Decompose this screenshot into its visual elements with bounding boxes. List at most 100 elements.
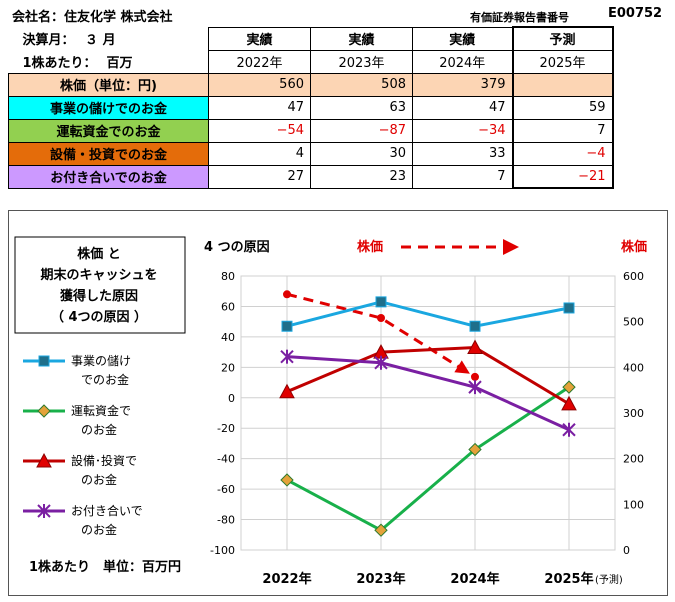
right-axis-title: 株価 xyxy=(621,239,647,255)
series-line-3 xyxy=(286,346,570,406)
cash-flow-chart: 806040200-20-40-60-80-100600500400300200… xyxy=(14,236,647,587)
right-axis-tick-label: 400 xyxy=(623,361,644,374)
column-kind-2: 実績 xyxy=(310,26,413,51)
table-cell: 27 xyxy=(208,164,311,189)
series-1-point xyxy=(281,320,293,332)
series-line-4 xyxy=(286,355,570,432)
left-axis-tick-label: 0 xyxy=(228,392,235,405)
legend-swatch-marker xyxy=(38,355,50,367)
table-cell: 63 xyxy=(310,95,413,120)
table-cell: 47 xyxy=(208,95,311,120)
chart-panel: 80 60 40 20 0 -20 -40 -60 -80 -100 600 500 400 300 200… xyxy=(8,210,668,596)
per-share-label: 1株あたり： xyxy=(22,55,97,71)
plot-area xyxy=(240,275,616,551)
series-3-point xyxy=(467,339,483,355)
row-label: お付き合いでのお金 xyxy=(8,164,209,189)
row-label: 株価（単位：円) xyxy=(8,72,209,97)
legend-label: 運転資金で xyxy=(71,403,131,418)
company-name: 会社名：住友化学 株式会社 xyxy=(12,10,173,25)
stock-price-point xyxy=(377,314,385,323)
legend-label: 事業の儲け xyxy=(71,354,131,368)
chart-title-line: 期末のキャッシュを xyxy=(40,267,157,283)
legend-label: のお金 xyxy=(81,472,117,487)
table-cell: −34 xyxy=(412,118,513,143)
column-kind-3: 実績 xyxy=(412,26,513,51)
series-4-point xyxy=(280,349,294,364)
stock-legend-arrow-head xyxy=(503,239,519,255)
series-line-2 xyxy=(286,385,570,533)
table-cell: 47 xyxy=(412,95,513,120)
fiscal-month-label: 決算月： xyxy=(22,33,75,48)
stock-price-arrowhead xyxy=(454,360,470,374)
left-axis-tick-label: 60 xyxy=(221,300,235,313)
table-cell: −4 xyxy=(511,141,614,166)
right-axis-tick-label: 600 xyxy=(623,270,644,283)
legend-label: のお金 xyxy=(81,422,117,437)
right-axis-tick-label: 0 xyxy=(623,544,630,557)
table-row: お付き合いでのお金 27 23 7 −21 xyxy=(8,164,614,189)
table-cell: 7 xyxy=(511,118,614,143)
column-kind-4: 予測 xyxy=(511,26,614,51)
stock-price-line xyxy=(286,292,476,379)
series-1-point xyxy=(469,320,481,332)
financial-table: 決算月： ３ 月実績 実績 実績 予測 1株あたり： 百万 2022年 2023年 2024年 2… xyxy=(8,26,614,189)
unit-note: 1株あたり 単位：百万円 xyxy=(29,559,181,575)
legend-label: お付き合いで xyxy=(71,503,143,518)
table-row: 事業の儲けでのお金 47 63 47 59 xyxy=(8,95,614,120)
fiscal-month-value: ３ 月 xyxy=(80,33,116,48)
table-row: 設備・投資でのお金 4 30 33 −4 xyxy=(8,141,614,166)
series-3-point xyxy=(279,383,295,399)
left-axis-tick-label: -40 xyxy=(217,453,235,466)
per-share-unit: 1株あたり： 百万 xyxy=(9,50,209,73)
table-cell: 508 xyxy=(310,72,413,97)
table-cell: 7 xyxy=(412,164,513,189)
column-kind-1: 実績 xyxy=(208,26,311,51)
series-2-point xyxy=(562,380,576,394)
table-row: 運転資金でのお金 −54 −87 −34 7 xyxy=(8,118,614,143)
left-axis-tick-label: -80 xyxy=(217,514,235,527)
right-axis-tick-label: 300 xyxy=(623,407,644,420)
document-number-label: 有価証券報告書番号 xyxy=(470,11,569,24)
series-4-point xyxy=(374,355,388,370)
fiscal-month: 決算月： ３ 月 xyxy=(9,27,209,50)
legend-swatch-marker xyxy=(37,404,51,418)
per-share-unit-value: 百万 xyxy=(106,55,133,71)
series-line-1 xyxy=(286,300,570,328)
series-2-point xyxy=(280,473,294,487)
table-row: 株価（単位：円) 560 508 379 xyxy=(8,72,614,97)
table-cell: −54 xyxy=(208,118,311,143)
left-axis-tick-label: -20 xyxy=(217,422,235,435)
series-4-point xyxy=(468,380,482,395)
left-axis-tick-label: -100 xyxy=(210,544,235,557)
document-number-code: E00752 xyxy=(608,6,663,21)
series-1-point xyxy=(375,296,387,308)
table-cell: 560 xyxy=(208,72,311,97)
series-3-point xyxy=(561,395,577,411)
chart-title-line: （ 4つの原因 ） xyxy=(51,309,147,325)
column-year-1: 2022年 xyxy=(208,49,311,74)
series-4-point xyxy=(562,422,576,437)
left-axis-tick-label: 80 xyxy=(221,270,235,283)
left-axis-tick-label: 20 xyxy=(221,361,235,374)
legend-swatch-marker xyxy=(36,452,52,468)
table-cell: 33 xyxy=(412,141,513,166)
left-axis-tick-label: 40 xyxy=(221,331,235,344)
table-cell: −87 xyxy=(310,118,413,143)
table-cell: 379 xyxy=(412,72,513,97)
legend-label: でのお金 xyxy=(81,372,129,387)
row-label: 事業の儲けでのお金 xyxy=(8,95,209,120)
table-cell: 59 xyxy=(511,95,614,120)
series-2-point xyxy=(374,523,388,537)
cause-label: 4 つの原因 xyxy=(204,240,270,255)
x-axis-tick-label: 2023年 xyxy=(356,571,405,587)
table-cell: −21 xyxy=(511,164,614,189)
x-axis-tick-label: 2025年 xyxy=(544,571,593,587)
table-cell: 23 xyxy=(310,164,413,189)
right-axis-tick-label: 200 xyxy=(623,453,644,466)
left-axis-tick-label: -60 xyxy=(217,483,235,496)
forecast-note: (予測) xyxy=(595,573,623,586)
right-axis-tick-label: 500 xyxy=(623,316,644,329)
stock-price-point xyxy=(283,290,291,299)
legend-swatch-marker xyxy=(37,504,51,518)
row-label: 運転資金でのお金 xyxy=(8,118,209,143)
